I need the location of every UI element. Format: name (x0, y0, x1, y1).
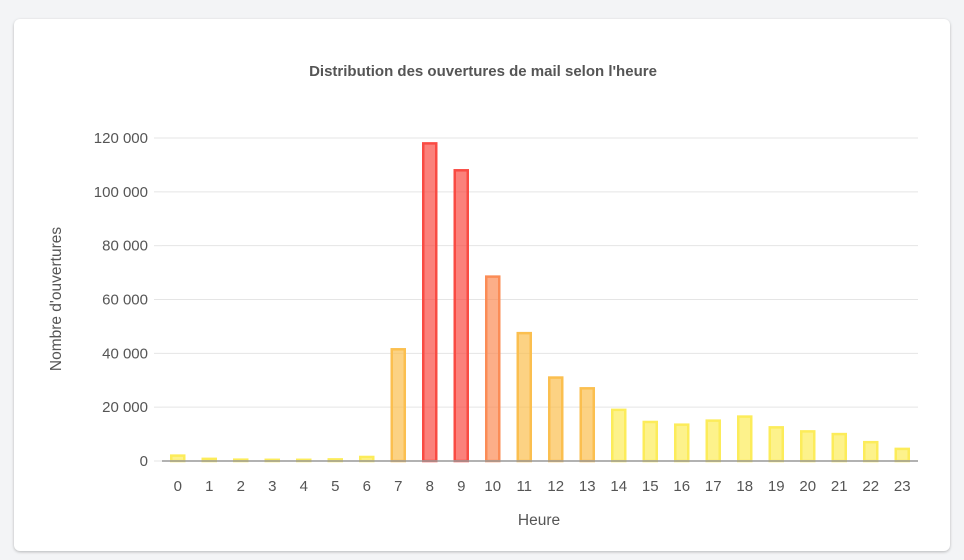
bar-hour-11[interactable] (516, 331, 532, 463)
y-tick-label: 100 000 (94, 184, 148, 201)
x-tick-label: 19 (768, 478, 785, 495)
bar-hour-10[interactable] (485, 275, 501, 463)
x-tick-label: 18 (736, 478, 753, 495)
x-tick-label: 10 (484, 478, 501, 495)
bar-hour-22[interactable] (863, 440, 879, 463)
x-tick-label: 23 (894, 478, 911, 495)
bar-hour-13[interactable] (579, 387, 595, 463)
bars (170, 142, 910, 463)
y-axis-label: Nombre d'ouvertures (48, 227, 65, 371)
x-tick-label: 8 (426, 478, 434, 495)
x-axis-label: Heure (518, 512, 560, 529)
x-tick-label: 3 (268, 478, 276, 495)
bar-hour-12[interactable] (548, 376, 564, 463)
x-tick-label: 21 (831, 478, 848, 495)
x-tick-label: 1 (205, 478, 213, 495)
bar-hour-7[interactable] (390, 348, 406, 463)
bar-hour-14[interactable] (611, 408, 627, 463)
bar-hour-9[interactable] (453, 169, 469, 463)
y-axis-ticks: 0 20 000 40 000 60 000 80 000 100 000 120 000 (94, 130, 162, 470)
bar-hour-8[interactable] (422, 142, 438, 463)
x-tick-label: 17 (705, 478, 722, 495)
y-tick-label: 20 000 (102, 399, 148, 416)
x-tick-label: 11 (516, 478, 532, 495)
x-tick-label: 4 (300, 478, 308, 495)
x-tick-label: 0 (174, 478, 182, 495)
x-axis-ticks: 0 1 2 3 4 5 6 7 8 9 10 11 12 13 14 15 16 17 18 19 20 21 22 23 (174, 478, 911, 495)
x-tick-label: 7 (394, 478, 402, 495)
chart-title: Distribution des ouvertures de mail selo… (309, 63, 657, 80)
y-tick-label: 0 (140, 453, 148, 470)
bar-hour-20[interactable] (800, 430, 816, 463)
x-tick-label: 16 (673, 478, 690, 495)
bar-hour-23[interactable] (894, 447, 910, 463)
x-tick-label: 2 (237, 478, 245, 495)
x-tick-label: 6 (363, 478, 371, 495)
bar-hour-18[interactable] (737, 415, 753, 463)
x-tick-label: 13 (579, 478, 596, 495)
x-tick-label: 20 (799, 478, 816, 495)
x-tick-label: 22 (862, 478, 879, 495)
x-tick-label: 5 (331, 478, 339, 495)
bar-hour-16[interactable] (674, 423, 690, 463)
y-tick-label: 80 000 (102, 238, 148, 255)
bar-hour-15[interactable] (642, 420, 658, 463)
y-tick-label: 40 000 (102, 345, 148, 362)
y-tick-label: 60 000 (102, 292, 148, 309)
bar-hour-17[interactable] (705, 419, 721, 463)
gridlines (162, 137, 918, 408)
x-tick-label: 14 (610, 478, 627, 495)
chart-card (14, 19, 950, 551)
bar-hour-21[interactable] (831, 432, 847, 463)
bar-hour-19[interactable] (768, 426, 784, 463)
y-tick-label: 120 000 (94, 130, 148, 147)
bar-hour-0[interactable] (170, 454, 186, 463)
x-tick-label: 9 (457, 478, 465, 495)
x-tick-label: 15 (642, 478, 659, 495)
x-tick-label: 12 (547, 478, 564, 495)
